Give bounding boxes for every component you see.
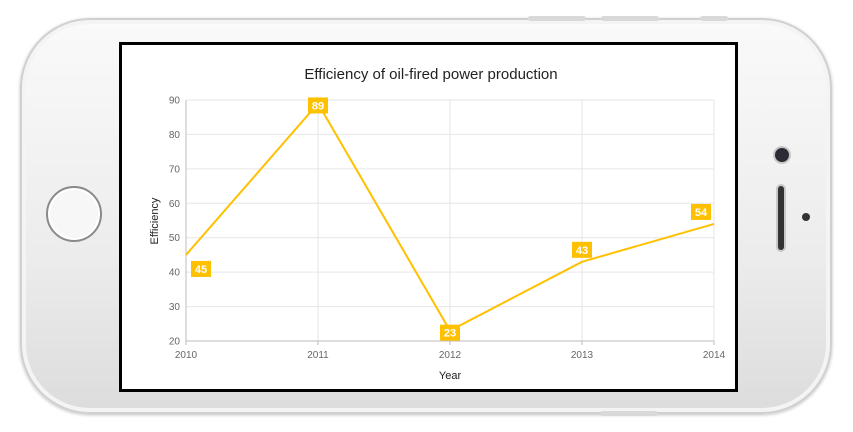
data-label: 45 [191,260,211,277]
line-chart: Efficiency of oil-fired power production… [149,66,726,382]
data-label: 23 [440,324,460,341]
phone-side-button-1 [528,16,586,21]
data-label-box [691,203,711,220]
x-tick-label: 2013 [571,350,594,361]
axes: 20 30 40 50 60 70 80 90 2010 2011 2012 2013 2014 [169,96,726,362]
data-label-box [308,97,328,114]
y-tick-label: 30 [169,302,181,313]
data-label-text: 89 [312,100,324,112]
speaker-grille [778,186,784,250]
data-label-text: 23 [444,328,456,340]
data-label-box [191,260,211,277]
x-tick-label: 2014 [703,350,726,361]
data-label-text: 45 [195,264,207,276]
proximity-sensor [802,213,810,221]
data-label-text: 43 [576,245,588,257]
phone-screen: Efficiency of oil-fired power production… [119,42,738,392]
data-label-box [440,324,460,341]
front-camera [775,148,789,162]
y-tick-label: 90 [169,96,181,107]
grid [185,99,715,342]
data-label-text: 54 [695,207,708,219]
y-tick-label: 60 [169,199,181,210]
x-axis-title: Year [439,370,462,382]
data-labels: 45 89 23 43 54 [191,97,711,341]
y-tick-label: 50 [169,233,181,244]
y-axis-title: Efficiency [149,197,161,244]
y-tick-label: 80 [169,130,181,141]
y-tick-label: 20 [169,337,181,348]
y-tick-label: 70 [169,164,181,175]
data-label: 54 [691,203,711,220]
phone-power-button [600,411,658,416]
phone-side-button-2 [601,16,659,21]
x-tick-label: 2012 [439,350,462,361]
chart-title: Efficiency of oil-fired power production [304,66,557,83]
data-label: 43 [572,241,592,258]
data-label-box [572,241,592,258]
phone-side-button-3 [700,16,728,21]
data-label: 89 [308,97,328,114]
x-tick-label: 2010 [175,350,198,361]
x-tick-label: 2011 [307,350,329,361]
home-button[interactable] [46,186,102,242]
y-tick-label: 40 [169,268,181,279]
